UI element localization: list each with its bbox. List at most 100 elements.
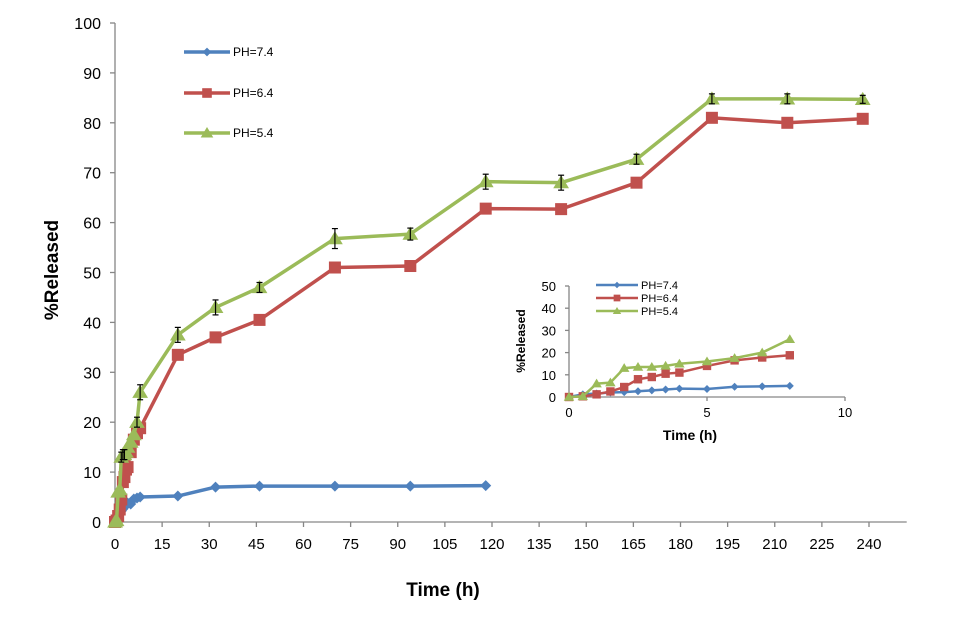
- main-axes: 0 15 30 45 60 75 90 105 120 135 150 165 180 195 210 225…: [74, 16, 907, 553]
- main-y-tick-label: 40: [83, 315, 101, 332]
- main-x-tick-label: 60: [295, 536, 312, 553]
- main-y-tick-label: 50: [83, 266, 101, 283]
- inset-legend-marker: [613, 281, 621, 289]
- inset-data-point: [634, 387, 642, 396]
- main-data-point: [404, 260, 417, 273]
- inset-x-tick-label: 0: [565, 405, 572, 420]
- main-y-tick-label: 60: [83, 216, 101, 233]
- main-series-line: [113, 97, 863, 524]
- inset-y-tick-label: 10: [542, 368, 556, 383]
- main-data-point: [781, 116, 794, 129]
- main-y-tick-label: 10: [83, 465, 101, 482]
- inset-data-point: [703, 385, 711, 394]
- inset-legend: PH=7.4PH=6.4PH=5.4: [596, 280, 678, 318]
- main-series-PH=7.4: [109, 480, 492, 528]
- main-data-point: [480, 480, 492, 492]
- inset-data-point: [592, 390, 601, 399]
- main-series-PH=5.4: [107, 91, 871, 528]
- main-x-tick-label: 15: [154, 536, 171, 553]
- inset-plot: %Released Time (h) 0 5 10 0 10 20 30 40 50 PH=7.4…: [514, 279, 852, 443]
- main-x-tick-label: 150: [574, 536, 599, 553]
- main-y-tick-label: 80: [83, 116, 101, 133]
- inset-data-point: [785, 351, 794, 360]
- main-x-tick-label: 90: [389, 536, 406, 553]
- main-data-point: [253, 313, 266, 326]
- inset-data-point: [647, 386, 656, 395]
- inset-axes: 0 5 10 0 10 20 30 40 50: [542, 279, 853, 420]
- inset-series-PH=6.4: [564, 351, 794, 402]
- main-data-point: [209, 331, 222, 344]
- inset-legend-label: PH=7.4: [641, 280, 678, 292]
- main-x-tick-label: 210: [762, 536, 787, 553]
- main-x-tick-label: 240: [856, 536, 881, 553]
- main-data-point: [111, 482, 128, 496]
- main-y-tick-label: 20: [83, 415, 101, 432]
- main-y-tick-label: 30: [83, 365, 101, 382]
- main-x-tick-label: 105: [432, 536, 457, 553]
- inset-y-tick-label: 30: [542, 323, 556, 338]
- inset-data-point: [647, 372, 656, 382]
- main-data-point: [172, 490, 184, 502]
- main-legend-marker: [200, 127, 214, 138]
- inset-data-point: [758, 382, 767, 391]
- main-plot: %Released Time (h) 0 15 30 45 60 75 90 105 120 13…: [42, 16, 907, 601]
- main-legend-marker: [202, 88, 212, 98]
- main-data-point: [630, 176, 643, 189]
- inset-legend-marker: [612, 307, 622, 314]
- inset-y-axis-title: %Released: [514, 309, 528, 372]
- inset-data-point: [660, 360, 671, 370]
- inset-x-axis-title: Time (h): [663, 427, 717, 443]
- main-data-point: [328, 261, 341, 274]
- main-data-point: [125, 427, 142, 441]
- main-y-tick-label: 90: [83, 66, 101, 83]
- main-x-axis-title: Time (h): [406, 580, 480, 601]
- inset-data-point: [729, 353, 740, 362]
- main-x-tick-label: 135: [527, 536, 552, 553]
- main-x-tick-label: 75: [342, 536, 359, 553]
- inset-data-point: [756, 347, 768, 357]
- inset-x-tick-label: 10: [838, 405, 852, 420]
- inset-data-point: [675, 368, 684, 377]
- main-data-point: [210, 481, 222, 493]
- main-series-line: [113, 116, 863, 524]
- main-x-tick-label: 225: [809, 536, 834, 553]
- main-legend-label: PH=6.4: [233, 86, 274, 100]
- inset-data-point: [702, 361, 712, 371]
- inset-y-tick-label: 40: [542, 301, 556, 316]
- main-y-tick-label: 100: [74, 16, 101, 33]
- main-y-tick-label: 70: [83, 166, 101, 183]
- main-series-PH=6.4: [109, 111, 869, 528]
- inset-data-point: [785, 381, 794, 390]
- inset-data-point: [632, 362, 644, 371]
- main-x-tick-label: 30: [201, 536, 218, 553]
- inset-data-point: [758, 353, 767, 362]
- inset-data-point: [618, 363, 630, 372]
- inset-data-point: [606, 387, 615, 396]
- inset-data-point: [577, 391, 589, 401]
- main-legend-label: PH=5.4: [233, 126, 274, 140]
- main-legend-marker: [202, 47, 212, 57]
- inset-legend-label: PH=6.4: [641, 293, 678, 305]
- main-x-tick-label: 180: [668, 536, 693, 553]
- main-data-point: [856, 112, 869, 125]
- inset-data-point: [674, 358, 685, 368]
- inset-y-tick-label: 20: [542, 346, 556, 361]
- inset-series-PH=5.4: [563, 334, 796, 401]
- main-data-point: [122, 434, 139, 448]
- main-data-point: [171, 348, 184, 361]
- inset-data-point: [661, 369, 670, 378]
- inset-data-point: [701, 356, 713, 366]
- main-data-point: [121, 461, 134, 474]
- main-legend-label: PH=7.4: [233, 45, 274, 59]
- main-data-point: [329, 480, 341, 492]
- main-x-tick-label: 195: [715, 536, 740, 553]
- main-y-axis-title: %Released: [42, 220, 63, 320]
- inset-data-point: [563, 392, 575, 401]
- inset-data-point: [784, 334, 796, 344]
- main-x-tick-label: 45: [248, 536, 265, 553]
- main-data-point: [705, 111, 718, 124]
- inset-data-point: [633, 375, 643, 384]
- inset-y-tick-label: 50: [542, 279, 556, 294]
- inset-data-point: [591, 378, 602, 388]
